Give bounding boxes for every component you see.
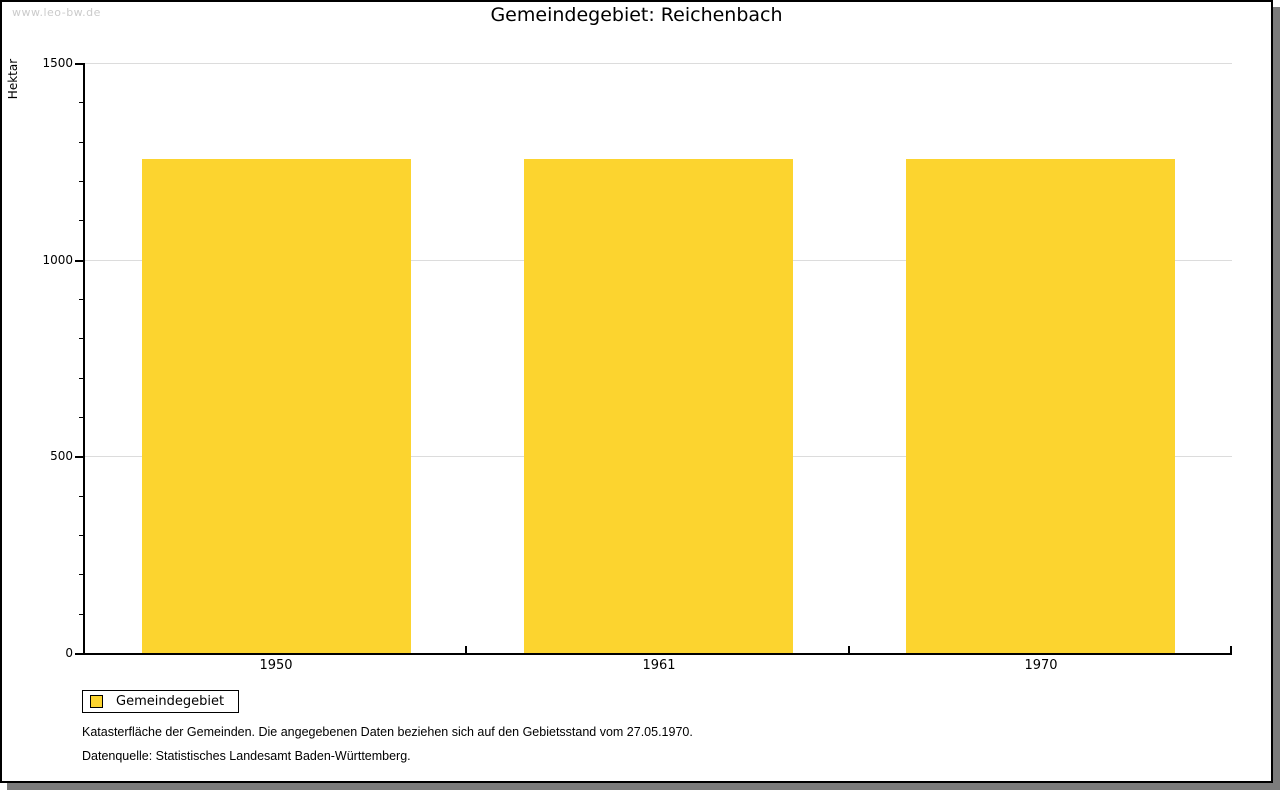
y-axis-minor-tick (79, 417, 83, 418)
bar-1950 (142, 159, 411, 653)
y-axis-major-tick (75, 63, 83, 65)
x-axis-line (83, 653, 1232, 655)
watermark: www.leo-bw.de (12, 6, 101, 19)
y-tick-label: 500 (50, 449, 73, 463)
x-axis-boundary-tick (848, 646, 850, 653)
x-category-label: 1961 (642, 658, 676, 673)
x-axis-boundary-tick (1230, 646, 1232, 653)
y-axis-major-tick (75, 653, 83, 655)
footnote-data-source: Datenquelle: Statistisches Landesamt Bad… (82, 749, 411, 763)
footnote-source-note: Katasterfläche der Gemeinden. Die angege… (82, 725, 693, 739)
y-axis-minor-tick (79, 102, 83, 103)
y-axis-minor-tick (79, 299, 83, 300)
bar-1961 (524, 159, 793, 653)
y-axis-major-tick (75, 456, 83, 458)
y-axis-minor-tick (79, 220, 83, 221)
y-axis-minor-tick (79, 378, 83, 379)
bar-chart: 0 500 1000 1500 1950 1961 1970 (2, 2, 1271, 781)
legend-box: Gemeindegebiet (82, 690, 240, 713)
legend-swatch-icon (90, 695, 103, 708)
y-axis-minor-tick (79, 496, 83, 497)
y-axis-major-tick (75, 260, 83, 262)
y-axis-minor-tick (79, 535, 83, 536)
y-axis-minor-tick (79, 338, 83, 339)
legend-label: Gemeindegebiet (116, 694, 225, 709)
y-axis-minor-tick (79, 181, 83, 182)
chart-title: Gemeindegebiet: Reichenbach (490, 4, 783, 26)
y-tick-label: 1500 (42, 56, 73, 70)
x-axis-boundary-tick (465, 646, 467, 653)
y-tick-label: 1000 (42, 253, 73, 267)
y-tick-label: 0 (65, 646, 73, 660)
y-axis-line (83, 63, 85, 655)
bar-1970 (906, 159, 1175, 653)
x-category-label: 1970 (1024, 658, 1058, 673)
y-axis-minor-tick (79, 142, 83, 143)
y-axis-minor-tick (79, 574, 83, 575)
y-axis-minor-tick (79, 614, 83, 615)
y-gridline (85, 63, 1232, 64)
x-category-label: 1950 (259, 658, 293, 673)
